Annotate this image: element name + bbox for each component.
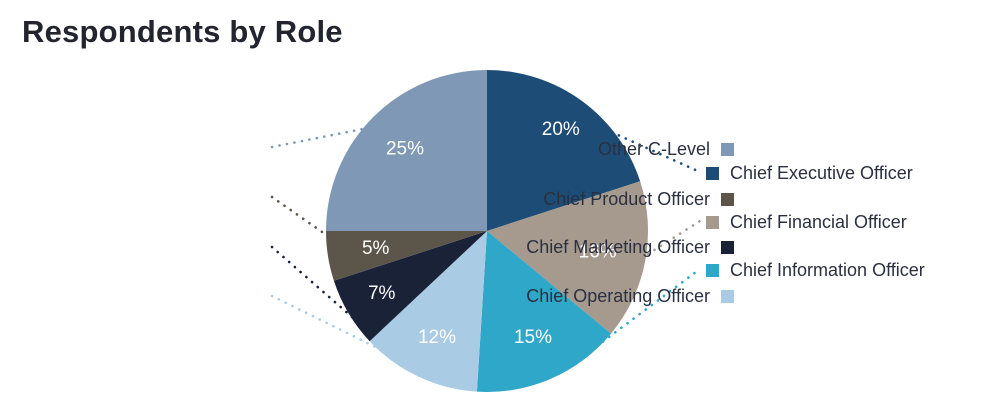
slice-value-label: 20% bbox=[542, 119, 580, 140]
slice-value-label: 15% bbox=[514, 327, 552, 348]
legend-label: Chief Information Officer bbox=[730, 259, 925, 280]
legend-marker bbox=[706, 215, 719, 229]
legend-item-chief-financial-officer: Chief Financial Officer bbox=[706, 211, 907, 233]
slice-value-label: 16% bbox=[579, 242, 617, 263]
legend-marker bbox=[721, 192, 734, 206]
legend-item-chief-product-officer: Chief Product Officer bbox=[543, 188, 734, 210]
slice-value-label: 7% bbox=[368, 283, 396, 304]
slice-value-label: 25% bbox=[386, 139, 424, 160]
legend-marker bbox=[721, 289, 734, 303]
pie-slice-chief-operating-officer bbox=[369, 231, 487, 392]
pie-slice-chief-financial-officer bbox=[487, 181, 648, 334]
legend-label: Other C-Level bbox=[597, 138, 710, 159]
legend-item-chief-marketing-officer: Chief Marketing Officer bbox=[526, 236, 734, 258]
legend-marker bbox=[721, 142, 734, 156]
slice-value-label: 12% bbox=[418, 327, 456, 348]
pie-slice-other-c-level bbox=[326, 70, 487, 231]
legend-label: Chief Financial Officer bbox=[730, 211, 907, 232]
chart-title: Respondents by Role bbox=[22, 14, 343, 49]
legend-label: Chief Executive Officer bbox=[730, 162, 913, 183]
leader-line bbox=[270, 294, 404, 362]
leader-line bbox=[646, 219, 702, 256]
legend-label: Chief Operating Officer bbox=[526, 285, 710, 306]
legend-label: Chief Product Officer bbox=[543, 188, 710, 209]
legend-item-chief-operating-officer: Chief Operating Officer bbox=[526, 285, 734, 307]
leader-line bbox=[270, 245, 370, 333]
legend-label: Chief Marketing Officer bbox=[526, 236, 710, 257]
pie-slice-chief-product-officer bbox=[326, 231, 487, 281]
pie-slice-chief-information-officer bbox=[476, 231, 612, 392]
legend-marker bbox=[721, 240, 734, 254]
legend-item-other-c-level: Other C-Level bbox=[598, 138, 734, 160]
slice-value-label: 5% bbox=[362, 238, 390, 259]
legend-marker bbox=[706, 263, 719, 277]
legend-item-chief-executive-officer: Chief Executive Officer bbox=[706, 162, 913, 184]
leader-line bbox=[595, 267, 702, 348]
pie-slice-chief-marketing-officer bbox=[333, 231, 487, 342]
pie-slice-chief-executive-officer bbox=[487, 70, 641, 231]
legend-item-chief-information-officer: Chief Information Officer bbox=[706, 259, 925, 281]
legend-marker bbox=[706, 166, 719, 180]
